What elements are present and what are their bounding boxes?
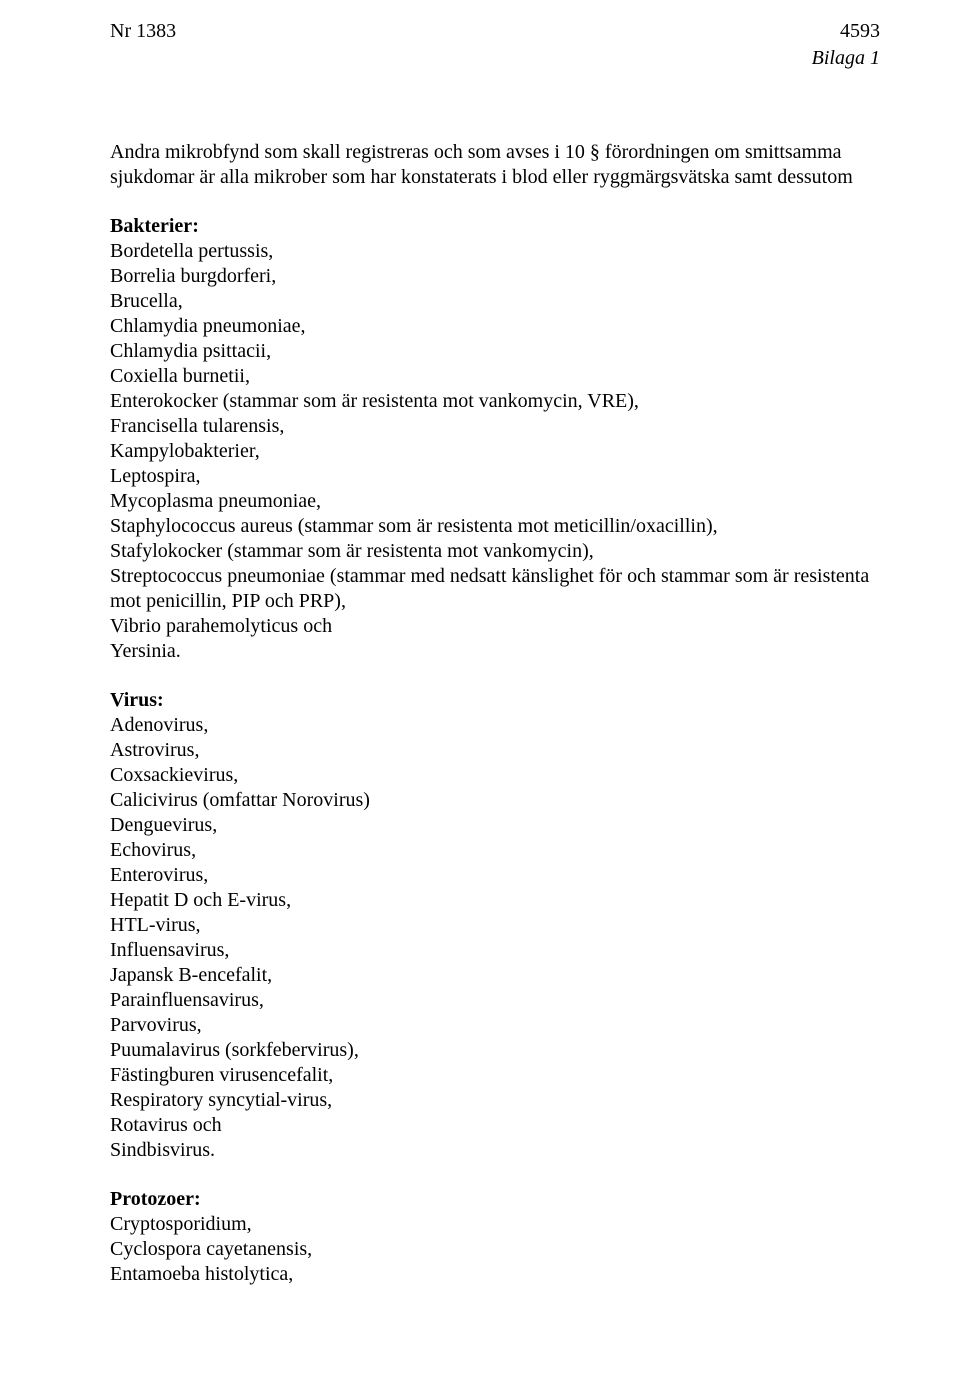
list-item: Coxiella burnetii, — [110, 364, 880, 389]
list-item: Calicivirus (omfattar Norovirus) — [110, 788, 880, 813]
list-item: Enterokocker (stammar som är resistenta … — [110, 389, 880, 414]
list-item: Kampylobakterier, — [110, 439, 880, 464]
intro-paragraph: Andra mikrobfynd som skall registreras o… — [110, 140, 880, 190]
list-item: Cryptosporidium, — [110, 1212, 880, 1237]
list-item: Yersinia. — [110, 639, 880, 664]
list-item: Respiratory syncytial-virus, — [110, 1088, 880, 1113]
section-protozoer: Protozoer: Cryptosporidium, Cyclospora c… — [110, 1187, 880, 1287]
list-item: Denguevirus, — [110, 813, 880, 838]
header-left: Nr 1383 — [110, 20, 176, 43]
section-title: Protozoer: — [110, 1187, 880, 1212]
list-item: Japansk B-encefalit, — [110, 963, 880, 988]
list-item: Parainfluensavirus, — [110, 988, 880, 1013]
list-item: Adenovirus, — [110, 713, 880, 738]
section-bakterier: Bakterier: Bordetella pertussis, Borreli… — [110, 214, 880, 664]
list-item: Leptospira, — [110, 464, 880, 489]
list-item: Influensavirus, — [110, 938, 880, 963]
list-item: Fästingburen virusencefalit, — [110, 1063, 880, 1088]
list-item: Rotavirus och — [110, 1113, 880, 1138]
list-item: Entamoeba histolytica, — [110, 1262, 880, 1287]
list-item: Sindbisvirus. — [110, 1138, 880, 1163]
list-item: Parvovirus, — [110, 1013, 880, 1038]
list-item: Staphylococcus aureus (stammar som är re… — [110, 514, 880, 539]
list-item: Enterovirus, — [110, 863, 880, 888]
list-item: Streptococcus pneumoniae (stammar med ne… — [110, 564, 880, 614]
appendix-label: Bilaga 1 — [110, 47, 880, 70]
list-item: Borrelia burgdorferi, — [110, 264, 880, 289]
list-item: Brucella, — [110, 289, 880, 314]
list-item: Stafylokocker (stammar som är resistenta… — [110, 539, 880, 564]
list-item: Puumalavirus (sorkfebervirus), — [110, 1038, 880, 1063]
list-item: Mycoplasma pneumoniae, — [110, 489, 880, 514]
header-right: 4593 — [840, 20, 880, 43]
list-item: Hepatit D och E-virus, — [110, 888, 880, 913]
list-item: Bordetella pertussis, — [110, 239, 880, 264]
list-item: Chlamydia psittacii, — [110, 339, 880, 364]
list-item: Vibrio parahemolyticus och — [110, 614, 880, 639]
list-item: Astrovirus, — [110, 738, 880, 763]
section-virus: Virus: Adenovirus, Astrovirus, Coxsackie… — [110, 688, 880, 1163]
list-item: Francisella tularensis, — [110, 414, 880, 439]
page-header: Nr 1383 4593 — [110, 20, 880, 43]
section-title: Bakterier: — [110, 214, 880, 239]
list-item: Cyclospora cayetanensis, — [110, 1237, 880, 1262]
list-item: Chlamydia pneumoniae, — [110, 314, 880, 339]
page: Nr 1383 4593 Bilaga 1 Andra mikrobfynd s… — [0, 0, 960, 1374]
list-item: Coxsackievirus, — [110, 763, 880, 788]
list-item: HTL-virus, — [110, 913, 880, 938]
list-item: Echovirus, — [110, 838, 880, 863]
section-title: Virus: — [110, 688, 880, 713]
